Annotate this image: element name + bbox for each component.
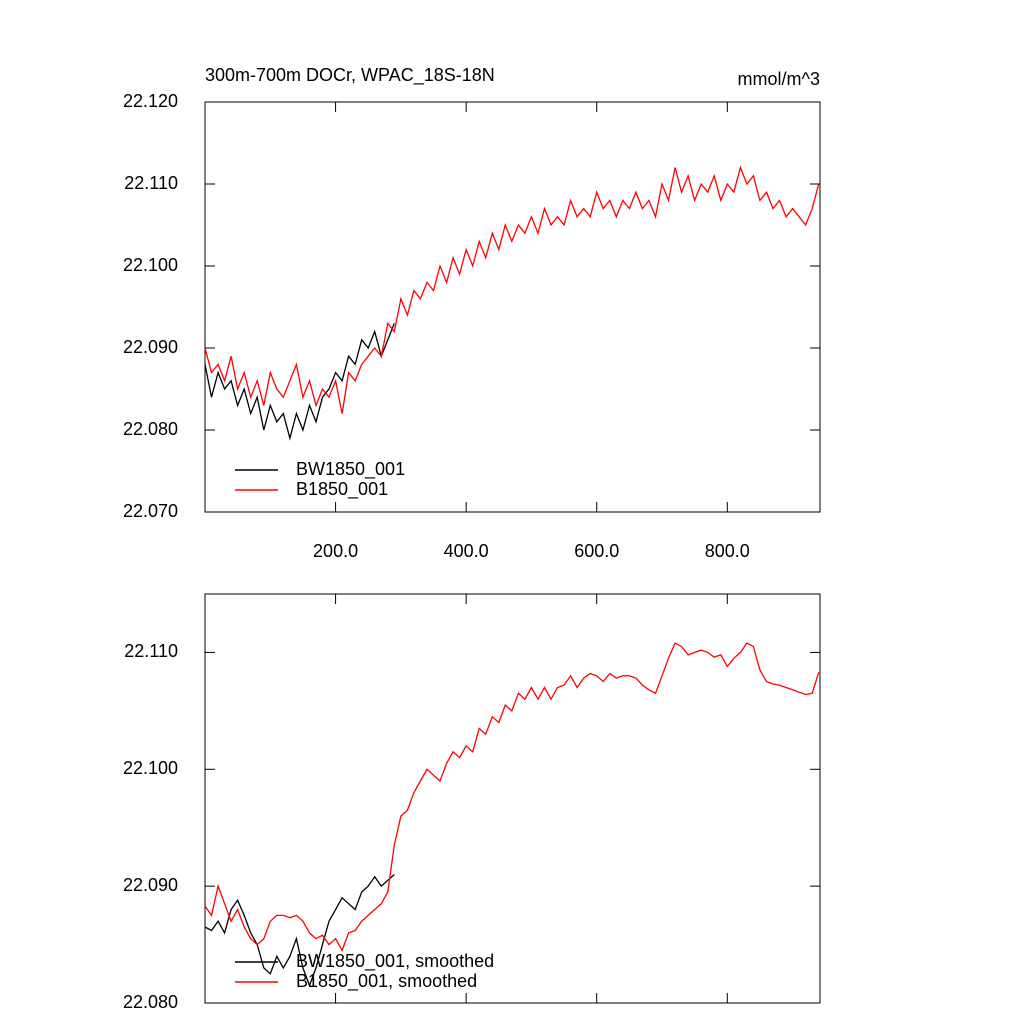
x-tick-label: 200.0 [313, 541, 358, 561]
chart-title: 300m-700m DOCr, WPAC_18S-18N [205, 65, 495, 86]
series-line [204, 165, 820, 414]
y-tick-label: 22.110 [124, 173, 178, 193]
x-tick-label: 400.0 [444, 541, 489, 561]
series-line [204, 323, 395, 441]
y-tick-label: 22.090 [123, 337, 178, 357]
legend-label: B1850_001, smoothed [296, 971, 477, 992]
series-line [204, 874, 395, 988]
x-tick-label: 600.0 [574, 541, 619, 561]
series-line [204, 642, 820, 952]
units-label: mmol/m^3 [738, 69, 820, 89]
y-tick-label: 22.090 [123, 875, 178, 895]
legend-label: BW1850_001, smoothed [296, 951, 494, 972]
legend-label: B1850_001 [296, 479, 388, 500]
y-tick-label: 22.070 [123, 501, 178, 521]
plot-frame [204, 101, 821, 513]
y-tick-label: 22.080 [123, 992, 178, 1012]
y-tick-label: 22.100 [123, 758, 178, 778]
y-tick-label: 22.080 [123, 419, 178, 439]
y-tick-label: 22.120 [123, 91, 178, 111]
legend-label: BW1850_001 [296, 459, 405, 480]
x-tick-label: 800.0 [705, 541, 750, 561]
y-tick-label: 22.110 [124, 641, 178, 661]
plot-frame [204, 593, 821, 1004]
y-tick-label: 22.100 [123, 255, 178, 275]
